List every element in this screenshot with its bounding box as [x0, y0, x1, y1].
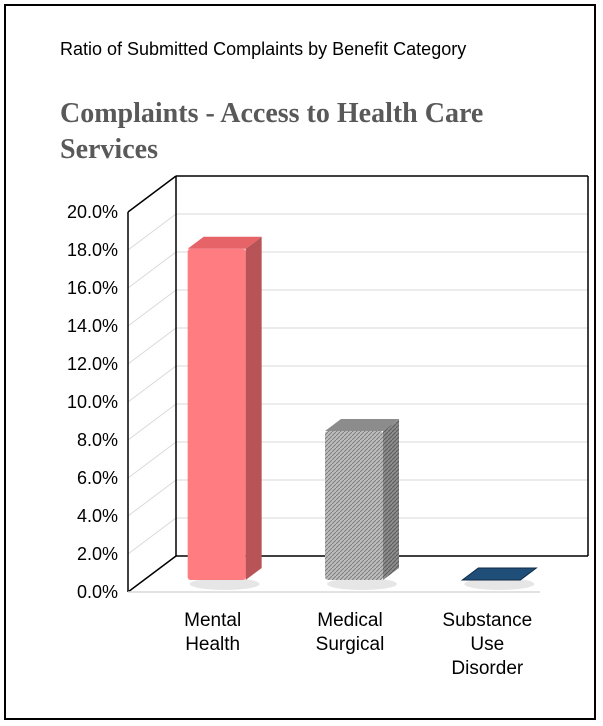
side-top-edge — [127, 175, 177, 213]
y-tick-label: 12.0% — [67, 354, 118, 374]
chart-frame — [4, 4, 596, 720]
side-gridline — [127, 289, 177, 327]
side-gridline — [127, 441, 177, 479]
y-tick-label: 8.0% — [77, 430, 118, 450]
side-bottom-edge — [127, 555, 177, 593]
bar-front — [325, 430, 383, 580]
y-tick-labels: 0.0% 2.0% 4.0% 6.0% 8.0% 10.0% 12.0% 14.0% 16.0%… — [67, 202, 118, 602]
bar-front — [187, 248, 246, 581]
bar-top — [325, 418, 399, 431]
y-tick-label: 0.0% — [77, 582, 118, 602]
bar-side — [245, 236, 262, 581]
y-tick-label: 2.0% — [77, 544, 118, 564]
x-tick-label: Medical Surgical — [316, 610, 385, 655]
y-tick-label: 4.0% — [77, 506, 118, 526]
bar-shadow — [327, 578, 397, 590]
y-tick-label: 14.0% — [67, 316, 118, 336]
side-gridline — [127, 403, 177, 441]
side-gridline — [127, 365, 177, 403]
chart-title: Complaints - Access to Health Care Servi… — [60, 98, 484, 165]
side-gridline — [127, 251, 177, 289]
bar-side — [383, 418, 399, 580]
y-tick-label: 20.0% — [67, 202, 118, 222]
side-gridline — [127, 479, 177, 517]
bar-top — [460, 567, 538, 581]
y-tick-label: 10.0% — [67, 392, 118, 412]
x-tick-label: Mental Health — [184, 610, 241, 655]
bar — [325, 418, 399, 590]
bar — [187, 236, 262, 590]
bar-shadow — [464, 578, 535, 590]
y-tick-label: 6.0% — [77, 468, 118, 488]
side-gridline — [127, 517, 177, 555]
chart-header: Ratio of Submitted Complaints by Benefit… — [60, 39, 467, 59]
side-gridline — [127, 327, 177, 365]
category-labels: Mental Health Medical Surgical Substance Use D… — [184, 610, 532, 679]
side-gridline — [127, 213, 177, 251]
bar-top — [187, 236, 262, 249]
x-tick-label: Substance Use Disorder — [442, 610, 532, 679]
bars — [187, 236, 538, 590]
bar — [460, 567, 538, 590]
y-tick-label: 16.0% — [67, 278, 118, 298]
y-tick-label: 18.0% — [67, 240, 118, 260]
bar-shadow — [189, 578, 260, 590]
